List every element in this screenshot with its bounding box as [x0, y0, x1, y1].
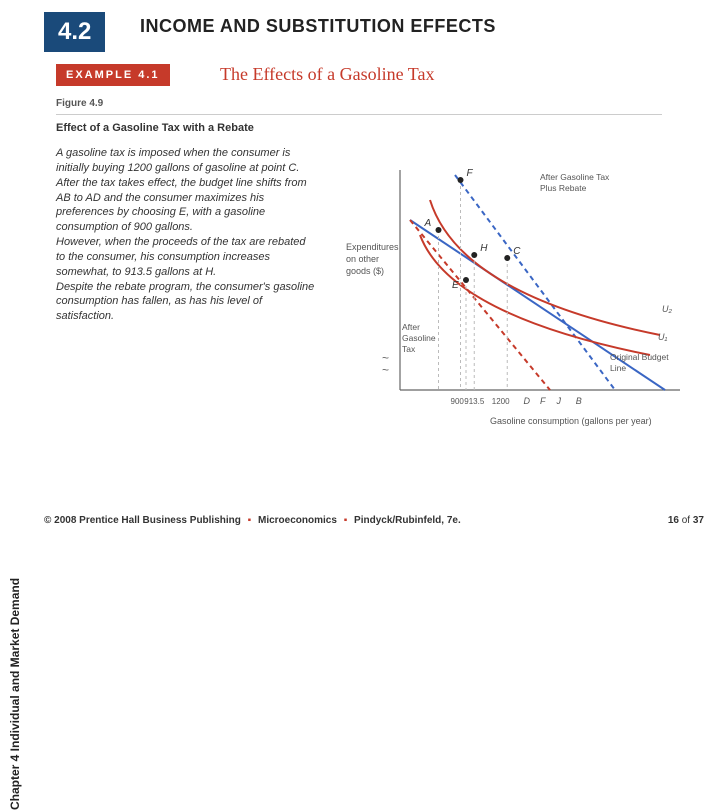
page-total: 37 — [693, 515, 704, 526]
example-badge: EXAMPLE 4.1 — [56, 64, 170, 86]
svg-text:E: E — [452, 280, 459, 291]
chapter-sidebar-text: Chapter 4 Individual and Market Demand — [8, 480, 22, 810]
svg-text:goods ($): goods ($) — [346, 266, 384, 276]
example-title: The Effects of a Gasoline Tax — [220, 64, 435, 85]
svg-text:Original Budget: Original Budget — [610, 352, 669, 362]
svg-text:Line: Line — [610, 363, 626, 373]
svg-text:900: 900 — [451, 397, 465, 406]
body-p2: After the tax takes effect, the budget l… — [56, 176, 316, 235]
svg-text:Gasoline consumption (gallons: Gasoline consumption (gallons per year) — [490, 416, 652, 426]
svg-text:Expenditures: Expenditures — [346, 242, 399, 252]
chart: ~~Expenditureson othergoods ($)Gasoline … — [340, 160, 690, 450]
svg-text:F: F — [467, 168, 474, 179]
svg-text:U₁: U₁ — [658, 332, 667, 342]
svg-text:D: D — [524, 396, 531, 406]
svg-text:F: F — [540, 396, 546, 406]
page-of: of — [682, 515, 693, 526]
section-number-badge: 4.2 — [44, 12, 105, 52]
figure-label: Figure 4.9 — [56, 98, 103, 109]
body-p4: Despite the rebate program, the consumer… — [56, 280, 316, 325]
figure-subheading: Effect of a Gasoline Tax with a Rebate — [56, 122, 254, 134]
body-p1: A gasoline tax is imposed when the consu… — [56, 146, 316, 176]
page-number: 16 of 37 — [668, 515, 704, 526]
svg-text:913.5: 913.5 — [464, 397, 485, 406]
page-current: 16 — [668, 515, 679, 526]
svg-text:A: A — [424, 218, 432, 229]
svg-text:H: H — [480, 243, 488, 254]
footer-authors: Pindyck/Rubinfeld, 7e. — [354, 515, 461, 526]
footer: © 2008 Prentice Hall Business Publishing… — [44, 515, 461, 526]
section-title: INCOME AND SUBSTITUTION EFFECTS — [140, 16, 496, 37]
svg-text:C: C — [513, 246, 521, 257]
svg-text:J: J — [556, 396, 562, 406]
svg-text:After: After — [402, 322, 420, 332]
footer-sep-2: ▪ — [344, 515, 348, 526]
svg-text:Tax: Tax — [402, 344, 416, 354]
footer-sep-1: ▪ — [248, 515, 252, 526]
svg-text:U₂: U₂ — [662, 304, 672, 314]
footer-copyright: © 2008 Prentice Hall Business Publishing — [44, 515, 241, 526]
footer-book: Microeconomics — [258, 515, 337, 526]
svg-text:Gasoline: Gasoline — [402, 333, 436, 343]
svg-text:1200: 1200 — [492, 397, 510, 406]
svg-text:After Gasoline Tax: After Gasoline Tax — [540, 172, 610, 182]
chapter-sidebar: Chapter 4 Individual and Market Demand — [8, 150, 28, 480]
svg-text:on other: on other — [346, 254, 379, 264]
svg-text:Plus Rebate: Plus Rebate — [540, 183, 587, 193]
body-text: A gasoline tax is imposed when the consu… — [56, 146, 316, 324]
svg-text:B: B — [576, 396, 582, 406]
svg-text:~: ~ — [382, 363, 389, 377]
divider — [56, 114, 662, 115]
body-p3: However, when the proceeds of the tax ar… — [56, 235, 316, 280]
